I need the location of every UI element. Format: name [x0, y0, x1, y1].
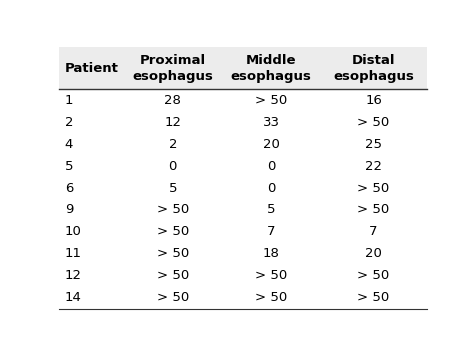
Text: 1: 1 [65, 94, 73, 107]
Text: 10: 10 [65, 225, 82, 238]
Text: 14: 14 [65, 291, 82, 304]
Text: 5: 5 [65, 160, 73, 173]
Text: 4: 4 [65, 138, 73, 150]
Text: 20: 20 [263, 138, 280, 150]
Text: Distal
esophagus: Distal esophagus [333, 54, 414, 83]
Text: 12: 12 [65, 270, 82, 282]
Text: 2: 2 [65, 116, 73, 128]
Text: Middle
esophagus: Middle esophagus [231, 54, 312, 83]
Text: > 50: > 50 [157, 247, 189, 260]
Text: 18: 18 [263, 247, 280, 260]
Text: > 50: > 50 [255, 94, 287, 107]
Text: > 50: > 50 [357, 270, 390, 282]
Text: 5: 5 [267, 203, 275, 216]
Text: 20: 20 [365, 247, 382, 260]
Text: 12: 12 [164, 116, 181, 128]
Bar [59, 47, 427, 89]
Text: > 50: > 50 [357, 116, 390, 128]
Text: 25: 25 [365, 138, 382, 150]
Text: > 50: > 50 [157, 203, 189, 216]
Text: Patient: Patient [65, 62, 118, 75]
Text: > 50: > 50 [255, 270, 287, 282]
Text: 9: 9 [65, 203, 73, 216]
Text: > 50: > 50 [157, 291, 189, 304]
Text: 11: 11 [65, 247, 82, 260]
Text: 28: 28 [164, 94, 181, 107]
Text: 7: 7 [267, 225, 275, 238]
Text: 22: 22 [365, 160, 382, 173]
Text: > 50: > 50 [157, 270, 189, 282]
Text: > 50: > 50 [357, 203, 390, 216]
Text: 0: 0 [267, 160, 275, 173]
Text: 0: 0 [169, 160, 177, 173]
Text: 7: 7 [369, 225, 378, 238]
Text: 16: 16 [365, 94, 382, 107]
Text: 2: 2 [169, 138, 177, 150]
Text: 33: 33 [263, 116, 280, 128]
Text: > 50: > 50 [357, 182, 390, 195]
Text: 5: 5 [169, 182, 177, 195]
Text: > 50: > 50 [357, 291, 390, 304]
Text: > 50: > 50 [157, 225, 189, 238]
Text: > 50: > 50 [255, 291, 287, 304]
Text: 0: 0 [267, 182, 275, 195]
Text: Proximal
esophagus: Proximal esophagus [132, 54, 213, 83]
Text: 6: 6 [65, 182, 73, 195]
